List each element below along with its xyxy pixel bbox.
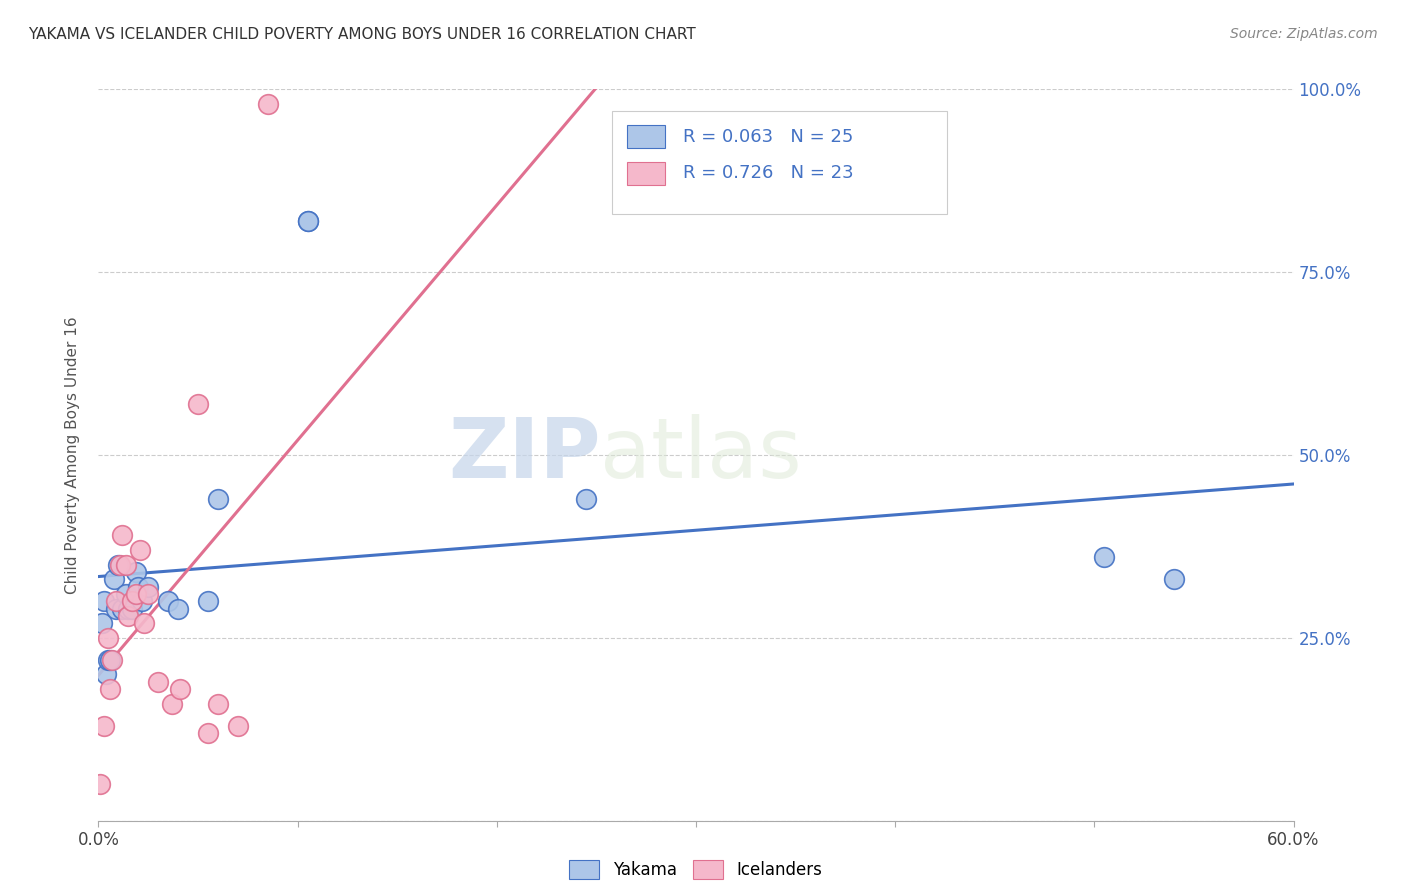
Point — [127, 580, 149, 594]
Point — [207, 491, 229, 506]
Y-axis label: Child Poverty Among Boys Under 16: Child Poverty Among Boys Under 16 — [65, 316, 80, 594]
Point — [97, 631, 120, 645]
Point — [110, 558, 132, 572]
Legend: Yakama, Icelanders: Yakama, Icelanders — [562, 853, 830, 886]
Point — [197, 726, 219, 740]
Point — [93, 718, 115, 732]
Text: R = 0.726   N = 23: R = 0.726 N = 23 — [683, 164, 853, 182]
Point — [148, 674, 170, 689]
Point — [575, 491, 598, 506]
Point — [117, 608, 139, 623]
Point — [125, 587, 148, 601]
Bar — [627, 161, 665, 185]
Point — [101, 653, 124, 667]
Text: YAKAMA VS ICELANDER CHILD POVERTY AMONG BOYS UNDER 16 CORRELATION CHART: YAKAMA VS ICELANDER CHILD POVERTY AMONG … — [28, 27, 696, 42]
Point — [96, 667, 118, 681]
Point — [207, 697, 229, 711]
Text: Source: ZipAtlas.com: Source: ZipAtlas.com — [1230, 27, 1378, 41]
Point — [115, 558, 138, 572]
Point — [136, 580, 159, 594]
Point — [121, 601, 143, 615]
Point — [136, 587, 159, 601]
Point — [256, 96, 278, 111]
Bar — [613, 112, 948, 213]
Point — [187, 397, 209, 411]
Point — [125, 565, 148, 579]
Text: ZIP: ZIP — [449, 415, 600, 495]
Point — [93, 594, 115, 608]
Point — [91, 616, 114, 631]
Point — [105, 594, 128, 608]
Point — [117, 601, 139, 615]
Point — [226, 718, 249, 732]
Point — [169, 681, 191, 696]
Point — [297, 214, 319, 228]
Point — [97, 653, 120, 667]
Bar — [627, 125, 665, 148]
Point — [1092, 550, 1115, 565]
Point — [197, 594, 219, 608]
Point — [100, 653, 122, 667]
Point — [103, 572, 125, 586]
Text: R = 0.063   N = 25: R = 0.063 N = 25 — [683, 128, 853, 145]
Point — [115, 587, 138, 601]
Point — [297, 214, 319, 228]
Point — [129, 543, 152, 558]
Point — [167, 601, 190, 615]
Point — [121, 594, 143, 608]
Point — [134, 616, 156, 631]
Point — [89, 777, 111, 791]
Point — [1163, 572, 1185, 586]
Text: atlas: atlas — [600, 415, 801, 495]
Point — [157, 594, 180, 608]
Point — [111, 601, 134, 615]
Point — [131, 594, 153, 608]
Point — [107, 558, 129, 572]
Point — [100, 681, 122, 696]
Point — [160, 697, 183, 711]
Point — [111, 528, 134, 542]
Point — [105, 601, 128, 615]
